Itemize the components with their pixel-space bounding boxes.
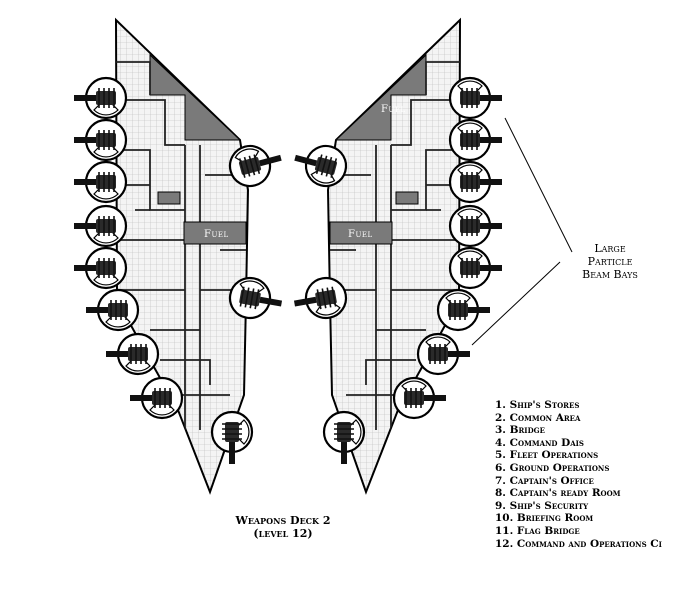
callout-line-1: Large xyxy=(594,242,626,255)
legend-item: 8. Captain's ready Room xyxy=(495,487,621,500)
particle-beam-turret-icon xyxy=(448,118,502,162)
right-fuel-label-upper: Fuel xyxy=(381,104,406,115)
particle-beam-turret-icon xyxy=(74,76,128,120)
particle-beam-turret-icon xyxy=(294,144,348,188)
legend-item: 9. Ship's Security xyxy=(495,499,589,512)
legend-item: 3. Bridge xyxy=(495,424,545,437)
legend-item: 6. Ground Operations xyxy=(495,461,610,474)
deck-title-level: (level 12) xyxy=(253,527,313,540)
legend-item: 4. Command Dais xyxy=(495,436,584,449)
particle-beam-turret-icon xyxy=(106,332,160,376)
left-fuel-tank-mid xyxy=(183,221,247,245)
room-legend: 1. Ship's Stores 2. Common Area 3. Bridg… xyxy=(495,399,683,550)
particle-beam-turret-icon xyxy=(322,410,366,464)
right-fuel-label-mid: Fuel xyxy=(348,229,373,240)
particle-beam-turret-icon xyxy=(228,144,282,188)
legend-item: 11. Flag Bridge xyxy=(495,524,580,537)
particle-beam-turret-icon xyxy=(436,288,490,332)
legend-item: 12. Command and Operations Ci xyxy=(495,537,662,550)
particle-beam-turret-icon xyxy=(228,276,283,320)
callout-leaders xyxy=(471,117,573,346)
beam-bays-callout: Large Particle Beam Bays xyxy=(560,242,660,281)
left-fuel-label-mid: Fuel xyxy=(204,229,229,240)
left-fuel-label-upper: Fuel xyxy=(206,96,231,107)
particle-beam-turret-icon xyxy=(416,332,470,376)
particle-beam-turret-icon xyxy=(293,276,348,320)
particle-beam-turret-icon xyxy=(86,288,140,332)
legend-item: 2. Common Area xyxy=(495,411,581,424)
particle-beam-turret-icon xyxy=(392,376,446,420)
right-wing: Fuel Fuel xyxy=(326,17,462,495)
callout-line-2: Particle xyxy=(587,255,633,268)
particle-beam-turret-icon xyxy=(130,376,184,420)
deck-title-name: Weapons Deck 2 xyxy=(235,514,331,527)
particle-beam-turret-icon xyxy=(448,76,502,120)
particle-beam-turret-icon xyxy=(448,246,502,290)
right-small-tank xyxy=(395,191,419,205)
left-walls xyxy=(116,61,246,440)
particle-beam-turret-icon xyxy=(210,410,254,464)
particle-beam-turret-icon xyxy=(448,160,502,204)
legend-item: 1. Ship's Stores xyxy=(495,399,580,411)
right-walls xyxy=(330,61,460,440)
particle-beam-turret-icon xyxy=(74,160,128,204)
legend-item: 10. Briefing Room xyxy=(495,512,594,525)
particle-beam-turret-icon xyxy=(74,246,128,290)
particle-beam-turret-icon xyxy=(448,204,502,248)
particle-beam-turret-icon xyxy=(74,118,128,162)
particle-beam-bays xyxy=(74,76,502,464)
legend-item: 7. Captain's Office xyxy=(495,474,594,487)
left-wing: Fuel Fuel xyxy=(114,17,250,495)
right-fuel-tank-mid xyxy=(329,221,393,245)
particle-beam-turret-icon xyxy=(74,204,128,248)
deck-title: Weapons Deck 2 (level 12) xyxy=(218,514,348,540)
callout-line-3: Beam Bays xyxy=(582,268,638,281)
left-small-tank xyxy=(157,191,181,205)
legend-item: 5. Fleet Operations xyxy=(495,449,599,462)
